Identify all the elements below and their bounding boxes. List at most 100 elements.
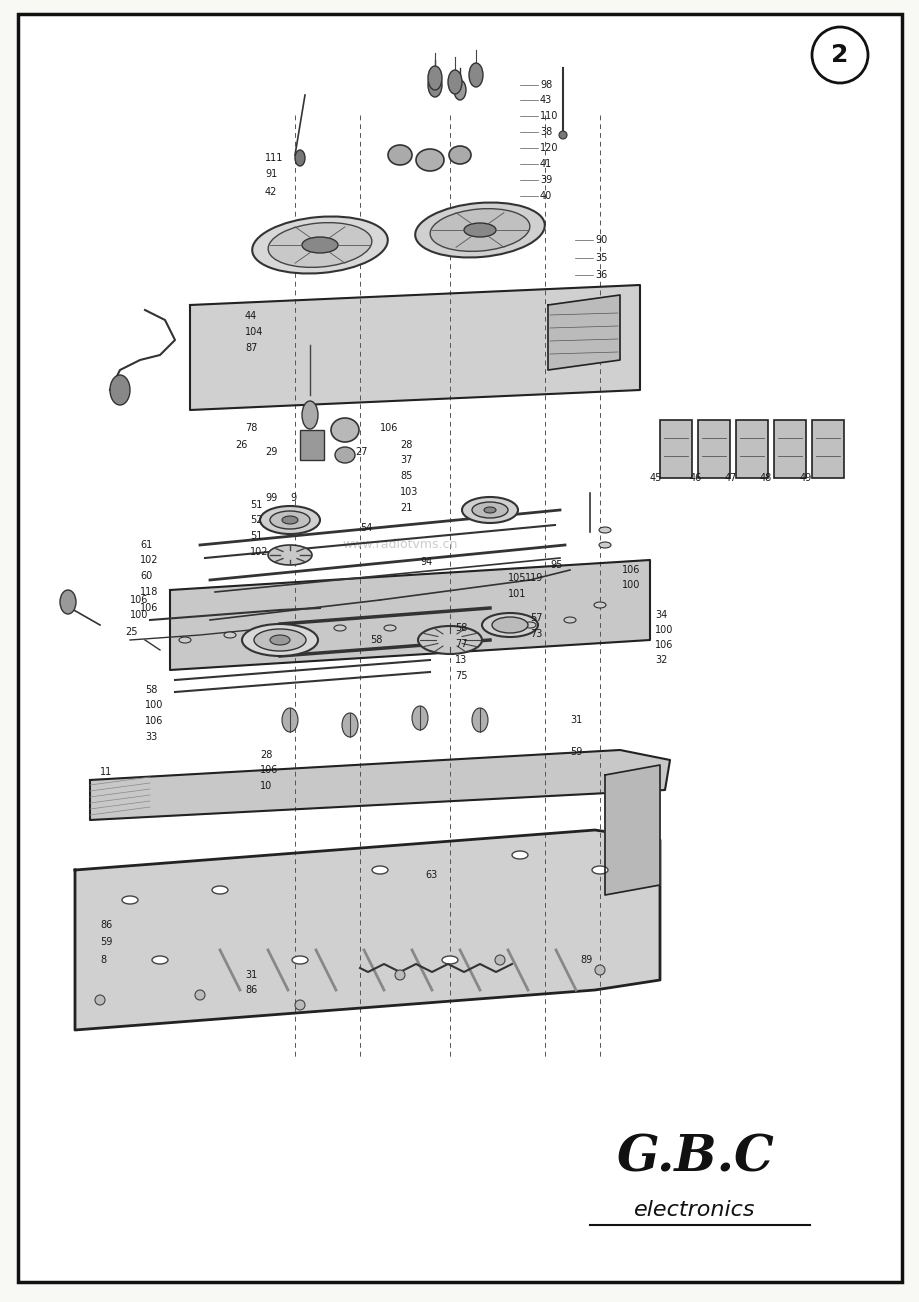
Bar	[735, 421, 767, 478]
Ellipse shape	[463, 223, 495, 237]
Ellipse shape	[301, 401, 318, 428]
Text: 101: 101	[507, 589, 526, 599]
Text: 98: 98	[539, 79, 551, 90]
Text: 105: 105	[507, 573, 526, 583]
Text: 46: 46	[689, 473, 701, 483]
Ellipse shape	[427, 66, 441, 90]
Ellipse shape	[483, 506, 495, 513]
Text: 54: 54	[359, 523, 372, 533]
Text: 100: 100	[130, 611, 148, 620]
Text: 13: 13	[455, 655, 467, 665]
Text: 86: 86	[100, 921, 112, 930]
Text: 21: 21	[400, 503, 412, 513]
Ellipse shape	[291, 956, 308, 963]
Text: 25: 25	[125, 628, 137, 637]
Text: 48: 48	[759, 473, 771, 483]
Bar	[659, 421, 691, 478]
Ellipse shape	[415, 148, 444, 171]
Text: 106: 106	[145, 716, 164, 727]
Ellipse shape	[60, 590, 76, 615]
Polygon shape	[605, 766, 659, 894]
Ellipse shape	[152, 956, 168, 963]
Text: 119: 119	[525, 573, 543, 583]
Text: 51: 51	[250, 531, 262, 542]
Text: 28: 28	[400, 440, 412, 450]
Ellipse shape	[453, 79, 466, 100]
Text: 100: 100	[145, 700, 164, 710]
Text: 47: 47	[724, 473, 736, 483]
Ellipse shape	[110, 375, 130, 405]
Text: 73: 73	[529, 629, 542, 639]
Text: 59: 59	[570, 747, 582, 756]
Ellipse shape	[260, 506, 320, 534]
Ellipse shape	[122, 896, 138, 904]
Ellipse shape	[394, 970, 404, 980]
Text: 99: 99	[265, 493, 277, 503]
Text: 10: 10	[260, 781, 272, 792]
Text: 34: 34	[654, 611, 666, 620]
Polygon shape	[548, 296, 619, 370]
Bar	[811, 421, 843, 478]
Text: 58: 58	[369, 635, 382, 644]
Text: 89: 89	[579, 954, 592, 965]
Text: 111: 111	[265, 154, 283, 163]
Text: 106: 106	[260, 766, 278, 775]
Circle shape	[811, 27, 867, 83]
Text: 91: 91	[265, 169, 277, 178]
Text: 102: 102	[140, 555, 158, 565]
Ellipse shape	[331, 418, 358, 441]
Text: G.B.C: G.B.C	[616, 1134, 773, 1182]
Text: 27: 27	[355, 447, 367, 457]
Text: 77: 77	[455, 639, 467, 648]
Ellipse shape	[482, 613, 538, 637]
Ellipse shape	[242, 624, 318, 656]
Text: 29: 29	[265, 447, 277, 457]
Polygon shape	[170, 560, 650, 671]
Ellipse shape	[195, 990, 205, 1000]
Ellipse shape	[524, 622, 536, 628]
Text: 106: 106	[654, 641, 673, 650]
Ellipse shape	[383, 625, 395, 631]
Ellipse shape	[559, 132, 566, 139]
Text: 32: 32	[654, 655, 666, 665]
Ellipse shape	[595, 965, 605, 975]
Text: 95: 95	[550, 560, 562, 570]
Text: 75: 75	[455, 671, 467, 681]
Ellipse shape	[471, 708, 487, 732]
Text: 63: 63	[425, 870, 437, 880]
Text: 31: 31	[244, 970, 257, 980]
Text: 2: 2	[831, 43, 847, 66]
Text: 38: 38	[539, 128, 551, 137]
Ellipse shape	[417, 626, 482, 654]
Text: 102: 102	[250, 547, 268, 557]
Text: www.radiotvms.cn: www.radiotvms.cn	[342, 539, 457, 552]
Ellipse shape	[512, 852, 528, 859]
Text: 43: 43	[539, 95, 551, 105]
Text: 37: 37	[400, 454, 412, 465]
Ellipse shape	[342, 713, 357, 737]
Text: 100: 100	[621, 579, 640, 590]
Bar	[698, 421, 729, 478]
Text: 33: 33	[145, 732, 157, 742]
Text: 44: 44	[244, 311, 257, 322]
Ellipse shape	[252, 216, 388, 273]
Text: 87: 87	[244, 342, 257, 353]
Text: 26: 26	[234, 440, 247, 450]
Ellipse shape	[414, 203, 544, 258]
Ellipse shape	[211, 885, 228, 894]
Ellipse shape	[267, 223, 371, 267]
Text: 104: 104	[244, 327, 263, 337]
Text: 106: 106	[621, 565, 640, 575]
Text: 35: 35	[595, 253, 607, 263]
Text: 60: 60	[140, 572, 152, 581]
Ellipse shape	[471, 503, 507, 518]
Ellipse shape	[448, 70, 461, 94]
Ellipse shape	[223, 631, 236, 638]
Ellipse shape	[335, 447, 355, 464]
Ellipse shape	[282, 516, 298, 523]
Ellipse shape	[461, 497, 517, 523]
Text: 31: 31	[570, 715, 582, 725]
Ellipse shape	[179, 637, 191, 643]
Ellipse shape	[334, 625, 346, 631]
Text: 90: 90	[595, 234, 607, 245]
